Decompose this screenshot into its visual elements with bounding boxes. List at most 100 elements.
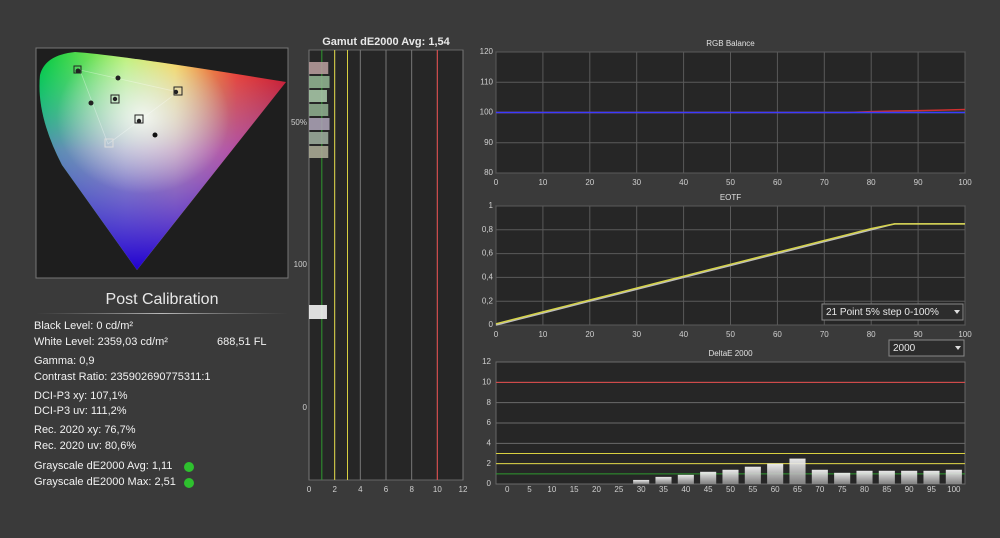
- x-tick-label: 70: [815, 485, 824, 494]
- y-tick-label: 8: [487, 398, 492, 407]
- x-tick-label: 60: [773, 178, 782, 187]
- y-tick-label: 10: [482, 377, 491, 386]
- bar: [878, 470, 895, 484]
- x-tick-label: 50: [726, 330, 735, 339]
- x-tick-label: 100: [947, 485, 961, 494]
- y-tick-label: 90: [484, 138, 493, 147]
- x-tick-label: 10: [433, 485, 442, 494]
- bar: [767, 463, 784, 484]
- bar: [309, 146, 329, 158]
- stat-line: Black Level: 0 cd/m²: [34, 320, 133, 332]
- dropdown-arrow[interactable]: [955, 346, 961, 350]
- y-tick-label: 100: [480, 108, 494, 117]
- measured-marker: [136, 118, 142, 124]
- bar: [700, 471, 717, 484]
- x-tick-label: 95: [927, 485, 936, 494]
- x-tick-label: 50: [726, 178, 735, 187]
- nits-dropdown[interactable]: 2000: [888, 339, 965, 357]
- white-level-fl: 688,51 FL: [217, 336, 267, 348]
- bar: [309, 305, 327, 319]
- bar: [633, 479, 650, 484]
- x-tick-label: 0: [494, 330, 499, 339]
- bar: [309, 118, 330, 130]
- bar: [811, 469, 828, 484]
- y-tick-label: 0: [487, 479, 492, 488]
- x-tick-label: 25: [614, 485, 623, 494]
- y-tick-label: 110: [480, 77, 493, 86]
- bar: [923, 470, 940, 484]
- dropdown-box[interactable]: [821, 303, 964, 321]
- measured-marker: [112, 96, 118, 102]
- stat-line: DCI-P3 uv: 111,2%: [34, 405, 127, 417]
- bar: [834, 472, 851, 484]
- x-tick-label: 10: [547, 485, 556, 494]
- chart-title: RGB Balance: [706, 39, 755, 48]
- dropdown-arrow[interactable]: [954, 310, 960, 314]
- y-tick-label: 50%: [291, 118, 307, 127]
- bar: [901, 470, 918, 484]
- target-marker: [104, 138, 114, 148]
- stat-line: White Level: 2359,03 cd/m²: [34, 336, 168, 348]
- series-line: [495, 223, 965, 325]
- chart-title: DeltaE 2000: [708, 349, 753, 358]
- x-tick-label: 30: [632, 178, 641, 187]
- x-tick-label: 90: [914, 178, 923, 187]
- y-tick-label: 0,8: [482, 225, 494, 234]
- x-tick-label: 90: [905, 485, 914, 494]
- x-tick-label: 0: [307, 485, 312, 494]
- x-tick-label: 0: [505, 485, 510, 494]
- panel-title: Post Calibration: [106, 291, 219, 308]
- stat-line: Grayscale dE2000 Max: 2,51: [34, 476, 176, 488]
- x-tick-label: 60: [773, 330, 782, 339]
- x-tick-label: 35: [659, 485, 668, 494]
- x-tick-label: 4: [358, 485, 363, 494]
- dropdown-label[interactable]: 2000: [893, 343, 916, 354]
- x-tick-label: 100: [958, 330, 972, 339]
- y-tick-label: 0: [303, 403, 308, 412]
- x-tick-label: 45: [704, 485, 713, 494]
- target-marker: [110, 94, 120, 104]
- stat-line: Rec. 2020 uv: 80,6%: [34, 440, 136, 452]
- y-tick-label: 0: [489, 320, 494, 329]
- y-tick-label: 0,2: [482, 296, 494, 305]
- x-tick-label: 20: [592, 485, 601, 494]
- bar: [856, 470, 873, 484]
- x-tick-label: 20: [585, 330, 594, 339]
- y-tick-label: 80: [484, 168, 493, 177]
- x-tick-label: 40: [679, 330, 688, 339]
- x-tick-label: 50: [726, 485, 735, 494]
- bar: [744, 466, 761, 484]
- measured-marker: [173, 89, 179, 95]
- x-tick-label: 30: [632, 330, 641, 339]
- bar: [309, 76, 330, 88]
- x-tick-label: 5: [527, 485, 532, 494]
- y-tick-label: 0,4: [482, 273, 494, 282]
- x-tick-label: 70: [820, 178, 829, 187]
- target-marker: [173, 86, 183, 96]
- x-tick-label: 90: [914, 330, 923, 339]
- dropdown-label[interactable]: 21 Point 5% step 0-100%: [826, 307, 939, 318]
- x-tick-label: 6: [384, 485, 389, 494]
- points-dropdown[interactable]: 21 Point 5% step 0-100%: [821, 303, 964, 321]
- x-tick-label: 40: [679, 178, 688, 187]
- stat-line: Grayscale dE2000 Avg: 1,11: [34, 460, 172, 472]
- y-tick-label: 12: [482, 357, 491, 366]
- x-tick-label: 10: [538, 330, 547, 339]
- y-tick-label: 120: [480, 47, 494, 56]
- cie-diagram: [35, 47, 289, 279]
- measured-marker: [152, 132, 158, 138]
- status-indicator: [184, 478, 194, 488]
- x-tick-label: 0: [494, 178, 499, 187]
- x-tick-label: 75: [838, 485, 847, 494]
- x-tick-label: 30: [637, 485, 646, 494]
- y-tick-label: 100: [294, 260, 308, 269]
- x-tick-label: 8: [409, 485, 414, 494]
- measured-marker: [115, 75, 121, 81]
- x-tick-label: 20: [585, 178, 594, 187]
- y-tick-label: 2: [487, 459, 492, 468]
- y-tick-label: 6: [487, 418, 492, 427]
- dropdown-box[interactable]: [888, 339, 965, 357]
- chart-title: Gamut dE2000 Avg: 1,54: [322, 36, 450, 48]
- x-tick-label: 100: [958, 178, 972, 187]
